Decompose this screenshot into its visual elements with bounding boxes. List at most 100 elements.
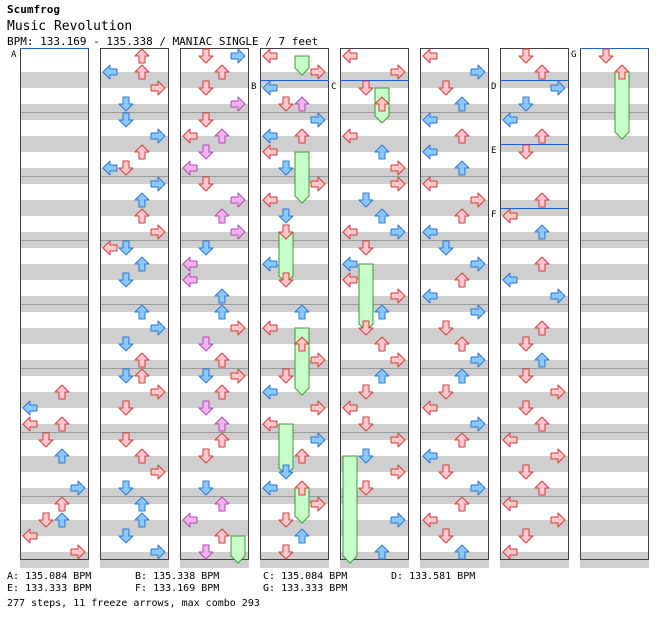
step-up-arrow [374, 544, 390, 560]
beat-stripe [420, 520, 489, 536]
step-left-arrow [22, 416, 38, 432]
step-up-arrow [534, 64, 550, 80]
step-up-arrow [374, 208, 390, 224]
step-right-arrow [390, 352, 406, 368]
step-up-arrow [294, 448, 310, 464]
step-left-arrow [502, 272, 518, 288]
step-up-arrow [54, 448, 70, 464]
beat-stripe [260, 136, 329, 152]
step-left-arrow [22, 528, 38, 544]
beat-stripe [100, 328, 169, 344]
step-right-arrow [310, 432, 326, 448]
freeze-arrow [230, 535, 246, 564]
column-frame [100, 48, 169, 560]
column-frame [500, 48, 569, 560]
beat-stripe [20, 520, 89, 536]
beat-stripe [100, 200, 169, 216]
beat-stripe [180, 456, 249, 472]
step-up-arrow [374, 304, 390, 320]
step-down-arrow [278, 208, 294, 224]
step-up-arrow [214, 432, 230, 448]
beat-stripe [100, 456, 169, 472]
step-down-arrow [438, 384, 454, 400]
step-down-arrow [118, 112, 134, 128]
step-right-arrow [230, 224, 246, 240]
step-right-arrow [230, 48, 246, 64]
step-down-arrow [118, 336, 134, 352]
beat-stripe [500, 392, 569, 408]
step-down-arrow [118, 400, 134, 416]
step-left-arrow [342, 128, 358, 144]
step-down-arrow [118, 480, 134, 496]
beat-stripe [580, 392, 649, 408]
beat-stripe [260, 392, 329, 408]
beat-stripe [420, 456, 489, 472]
step-down-arrow [278, 464, 294, 480]
step-down-arrow [278, 272, 294, 288]
step-right-arrow [470, 480, 486, 496]
step-up-arrow [294, 128, 310, 144]
step-down-arrow [278, 368, 294, 384]
step-left-arrow [262, 80, 278, 96]
step-down-arrow [438, 528, 454, 544]
beat-stripe [500, 328, 569, 344]
step-left-arrow [502, 208, 518, 224]
beat-stripe [20, 328, 89, 344]
step-down-arrow [198, 80, 214, 96]
beat-stripe [580, 264, 649, 280]
freeze-arrow [614, 71, 630, 140]
step-right-arrow [470, 256, 486, 272]
step-up-arrow [134, 448, 150, 464]
step-up-arrow [134, 496, 150, 512]
beat-stripe [420, 136, 489, 152]
step-up-arrow [134, 192, 150, 208]
step-up-arrow [214, 288, 230, 304]
beat-stripe [100, 520, 169, 536]
step-right-arrow [390, 176, 406, 192]
step-left-arrow [342, 256, 358, 272]
step-up-arrow [134, 144, 150, 160]
beat-stripe [180, 392, 249, 408]
beat-stripe [420, 72, 489, 88]
step-down-arrow [38, 432, 54, 448]
step-right-arrow [390, 160, 406, 176]
step-down-arrow [278, 224, 294, 240]
step-up-arrow [54, 384, 70, 400]
step-right-arrow [310, 112, 326, 128]
step-left-arrow [422, 144, 438, 160]
beat-stripe [20, 392, 89, 408]
beat-stripe [100, 72, 169, 88]
bpm-legend-a: A: 135.084 BPM [7, 571, 92, 582]
step-up-arrow [214, 128, 230, 144]
step-right-arrow [390, 288, 406, 304]
step-left-arrow [182, 160, 198, 176]
section-label: A [11, 50, 17, 60]
step-down-arrow [358, 320, 374, 336]
step-left-arrow [422, 112, 438, 128]
step-right-arrow [390, 224, 406, 240]
step-down-arrow [358, 240, 374, 256]
step-right-arrow [470, 352, 486, 368]
step-up-arrow [214, 352, 230, 368]
beat-stripe [340, 264, 409, 280]
step-down-arrow [38, 512, 54, 528]
section-label: G [571, 50, 576, 60]
step-down-arrow [198, 544, 214, 560]
beat-stripe [420, 392, 489, 408]
step-left-arrow [262, 192, 278, 208]
freeze-arrow [342, 455, 358, 564]
section-label: D [491, 82, 496, 92]
step-down-arrow [358, 480, 374, 496]
step-down-arrow [518, 96, 534, 112]
step-down-arrow [438, 240, 454, 256]
step-right-arrow [470, 304, 486, 320]
step-down-arrow [198, 144, 214, 160]
step-up-arrow [534, 416, 550, 432]
step-up-arrow [374, 96, 390, 112]
step-down-arrow [438, 320, 454, 336]
beat-stripe [180, 328, 249, 344]
step-up-arrow [134, 352, 150, 368]
step-right-arrow [150, 80, 166, 96]
step-right-arrow [550, 448, 566, 464]
beat-stripe [180, 200, 249, 216]
